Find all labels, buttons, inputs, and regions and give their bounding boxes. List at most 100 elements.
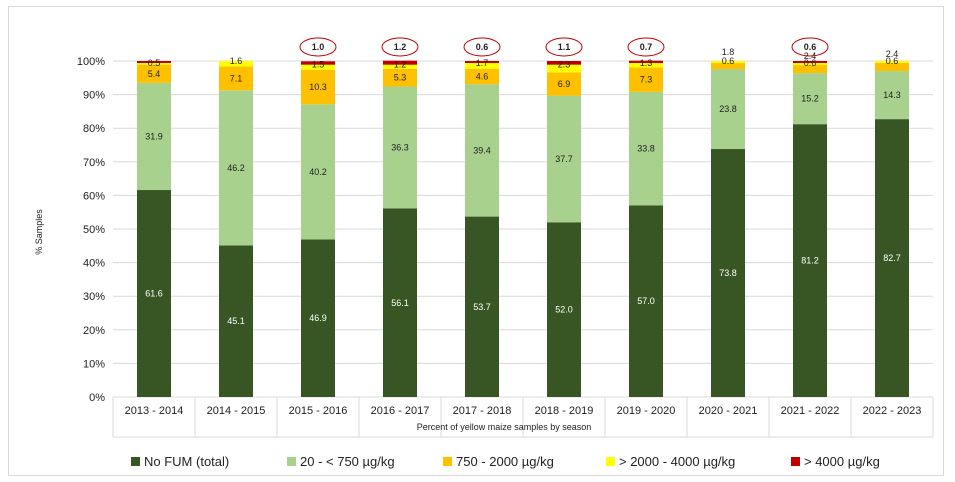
data-label: 2.4 bbox=[886, 49, 899, 59]
data-label: 23.8 bbox=[719, 104, 737, 114]
bar-segment bbox=[793, 65, 827, 74]
data-label: 81.2 bbox=[801, 256, 819, 266]
data-label: 46.2 bbox=[227, 163, 245, 173]
data-label: 4.6 bbox=[476, 71, 489, 81]
legend: No FUM (total) 20 - < 750 µg/kg 750 - 2000… bbox=[131, 454, 880, 469]
bar-segment bbox=[465, 84, 499, 217]
data-label: 0.5 bbox=[148, 58, 161, 68]
bar-segment bbox=[137, 190, 171, 397]
callout-label: 0.7 bbox=[640, 42, 653, 52]
data-label: 15.2 bbox=[801, 94, 819, 104]
data-labels: 61.6 31.9 5.40.5 45.1 46.2 7.1 1.6 46.9 40.2 10.3… bbox=[145, 47, 901, 326]
data-label: 53.7 bbox=[473, 302, 491, 312]
data-label: 0.6 bbox=[804, 58, 817, 68]
y-axis-title: % Samples bbox=[34, 209, 44, 255]
bar-segment bbox=[629, 60, 663, 64]
x-tick-label: 2019 - 2020 bbox=[617, 405, 676, 417]
data-label: 1.6 bbox=[230, 56, 243, 66]
callout-label: 0.6 bbox=[804, 42, 817, 52]
chart-frame: 0% 10% 20% 30% 40% 50% 60% 70% 80% 90% 100% 2013 - … bbox=[8, 6, 944, 476]
legend-swatch bbox=[606, 457, 615, 466]
data-label: 39.4 bbox=[473, 145, 491, 155]
bar-segment bbox=[547, 95, 581, 223]
y-tick-label: 40% bbox=[83, 258, 105, 270]
data-label: 5.4 bbox=[148, 69, 161, 79]
bar-segment bbox=[383, 208, 417, 397]
callout-label: 1.0 bbox=[312, 42, 325, 52]
bar-segment bbox=[629, 91, 663, 206]
x-tick-label: 2013 - 2014 bbox=[125, 405, 184, 417]
bar-segment bbox=[301, 61, 335, 65]
bar-segment bbox=[547, 61, 581, 65]
bar-segment bbox=[465, 61, 499, 64]
data-label: 61.6 bbox=[145, 289, 163, 299]
callout-ellipse bbox=[381, 37, 419, 57]
y-tick-label: 60% bbox=[83, 190, 105, 202]
x-tick-label: 2018 - 2019 bbox=[535, 405, 594, 417]
bar-segment bbox=[219, 245, 253, 397]
callout-label: 1.1 bbox=[558, 42, 571, 52]
y-tick-label: 70% bbox=[83, 157, 105, 169]
bar-segment bbox=[793, 73, 827, 125]
bar-segment bbox=[629, 67, 663, 92]
bar-segment bbox=[301, 104, 335, 240]
legend-label: > 2000 - 4000 µg/kg bbox=[619, 454, 735, 469]
data-label: 0.6 bbox=[722, 56, 735, 66]
bar-segment bbox=[383, 60, 417, 65]
bar-segment bbox=[383, 86, 417, 209]
data-label: 31.9 bbox=[145, 131, 163, 141]
y-tick-label: 0% bbox=[89, 392, 105, 404]
axes: 0% 10% 20% 30% 40% 50% 60% 70% 80% 90% 100% 2013 - … bbox=[77, 56, 934, 438]
legend-label: 20 - < 750 µg/kg bbox=[300, 454, 395, 469]
x-tick-label: 2020 - 2021 bbox=[699, 405, 758, 417]
bar-segment bbox=[875, 119, 909, 398]
y-tick-label: 90% bbox=[83, 90, 105, 102]
stacked-bar-chart: 0% 10% 20% 30% 40% 50% 60% 70% 80% 90% 100% 2013 - … bbox=[34, 37, 934, 469]
data-label: 6.9 bbox=[558, 79, 571, 89]
bar-segment bbox=[465, 68, 499, 85]
data-label: 7.1 bbox=[230, 73, 243, 83]
y-tick-label: 30% bbox=[83, 291, 105, 303]
legend-swatch bbox=[791, 457, 800, 466]
data-label: 46.9 bbox=[309, 313, 327, 323]
bars bbox=[137, 60, 909, 398]
x-tick-label: 2014 - 2015 bbox=[207, 405, 266, 417]
data-label: 2.3 bbox=[558, 60, 571, 70]
bar-segment bbox=[301, 69, 335, 105]
bar-segment bbox=[875, 71, 909, 120]
bar-segment bbox=[465, 216, 499, 397]
bar-segment bbox=[301, 64, 335, 70]
x-axis-title: Percent of yellow maize samples by seaso… bbox=[417, 422, 592, 432]
data-label: 1.3 bbox=[640, 58, 653, 68]
legend-label: > 4000 µg/kg bbox=[804, 454, 880, 469]
bar-segment bbox=[711, 61, 745, 64]
callout-ellipse bbox=[463, 37, 501, 57]
bar-segment bbox=[711, 69, 745, 150]
data-label: 45.1 bbox=[227, 316, 245, 326]
callout-ellipse bbox=[791, 37, 829, 57]
data-label: 7.3 bbox=[640, 75, 653, 85]
callout-ellipse bbox=[299, 37, 337, 57]
data-label: 52.0 bbox=[555, 305, 573, 315]
data-label: 56.1 bbox=[391, 298, 409, 308]
y-tick-label: 20% bbox=[83, 325, 105, 337]
y-tick-label: 10% bbox=[83, 358, 105, 370]
bar-segment bbox=[219, 61, 253, 67]
bar-segment bbox=[219, 66, 253, 91]
bar-segment bbox=[137, 63, 171, 65]
data-label: 40.2 bbox=[309, 167, 327, 177]
bar-segment bbox=[711, 149, 745, 397]
data-label: 5.3 bbox=[394, 73, 407, 83]
callout-ellipse bbox=[545, 37, 583, 57]
legend-label: No FUM (total) bbox=[144, 454, 229, 469]
data-label: 33.8 bbox=[637, 144, 655, 154]
bar-segment bbox=[629, 63, 663, 68]
bar-segment bbox=[137, 82, 171, 191]
bar-segment bbox=[219, 90, 253, 246]
data-label: 1.5 bbox=[312, 60, 325, 70]
callout-label: 0.6 bbox=[476, 42, 489, 52]
callouts: 1.0 1.2 0.6 1.1 0.7 0.6 bbox=[299, 37, 829, 57]
bar-segment bbox=[547, 222, 581, 397]
bar-segment bbox=[137, 64, 171, 83]
data-label: 57.0 bbox=[637, 296, 655, 306]
